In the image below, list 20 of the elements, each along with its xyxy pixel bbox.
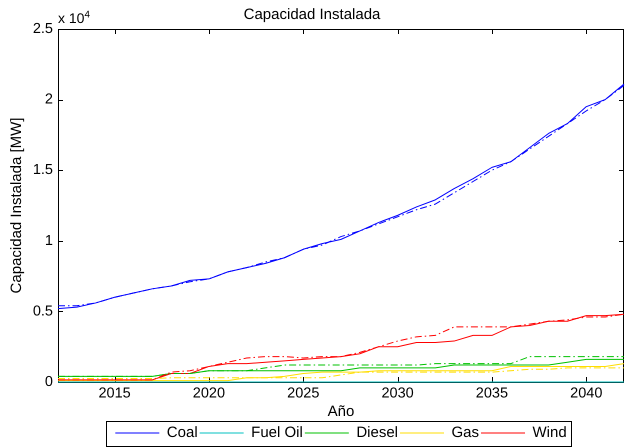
x-tick-label: 2025 [287,386,320,402]
y-tick-label: 0 [44,374,53,390]
legend-label: Coal [166,424,198,442]
legend-label: Wind [532,424,567,442]
x-tick-label: 2040 [570,386,602,402]
x-axis-title: Año [328,403,354,420]
y-tick-label: 1 [44,232,53,249]
y-tick-label: 0.5 [32,303,53,320]
x-tick-label: 2035 [476,386,508,402]
legend-label: Diesel [356,424,398,442]
legend-label: Gas [452,424,480,442]
y-tick-label: 1.5 [32,162,53,178]
y-tick-label: 2.5 [32,21,53,37]
y-axis-title: Capacidad Instalada [MW] [8,118,26,294]
chart-title: Capacidad Instalada [244,6,382,24]
legend-label: Fuel Oil [251,424,303,442]
y-tick-label: 2 [44,92,53,108]
x-tick-label: 2020 [192,386,226,402]
x-tick-label: 2030 [381,386,414,402]
x-tick-label: 2015 [98,386,131,402]
